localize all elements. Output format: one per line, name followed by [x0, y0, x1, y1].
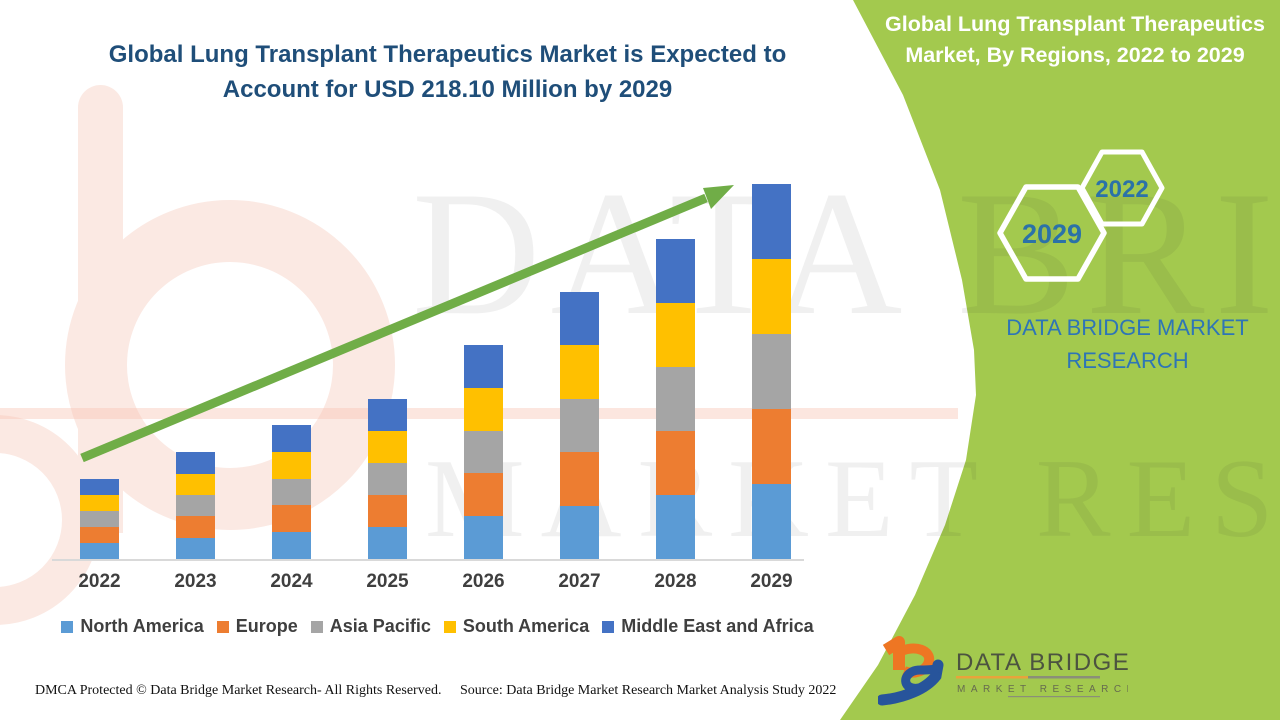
- bar-segment-south-america: [464, 387, 503, 431]
- bar-segment-europe: [80, 527, 119, 543]
- hexagon-2029-label: 2029: [1022, 219, 1082, 249]
- bar-2022: [80, 479, 119, 559]
- legend-item-north-america: North America: [61, 616, 204, 637]
- legend-swatch: [443, 620, 456, 633]
- bar-segment-south-america: [560, 345, 599, 399]
- bar-segment-south-america: [368, 431, 407, 464]
- source-note: Source: Data Bridge Market Research Mark…: [460, 683, 837, 698]
- bar-segment-middle-east-and-africa: [560, 291, 599, 346]
- legend-swatch: [216, 620, 229, 633]
- logo-subtitle-rule: [1008, 696, 1100, 698]
- bar-segment-asia-pacific: [464, 430, 503, 474]
- legend-label: Middle East and Africa: [621, 616, 814, 636]
- bar-segment-europe: [368, 495, 407, 528]
- x-axis-label-2026: 2026: [462, 571, 505, 592]
- trend-arrow-line: [80, 193, 708, 463]
- bar-segment-europe: [656, 431, 695, 495]
- logo-title: DATA BRIDGE: [956, 649, 1128, 676]
- bar-segment-europe: [560, 452, 599, 506]
- x-axis-line: [52, 559, 804, 561]
- bar-segment-north-america: [656, 495, 695, 559]
- bar-segment-asia-pacific: [560, 398, 599, 453]
- bar-segment-asia-pacific: [80, 511, 119, 527]
- legend-label: North America: [80, 616, 204, 636]
- x-axis-label-2027: 2027: [558, 571, 601, 592]
- legend-swatch: [61, 620, 74, 633]
- bar-segment-asia-pacific: [272, 478, 311, 506]
- bar-segment-south-america: [80, 495, 119, 512]
- bar-segment-north-america: [80, 542, 119, 559]
- bar-2027: [560, 291, 599, 559]
- bar-segment-asia-pacific: [656, 367, 695, 432]
- bar-segment-middle-east-and-africa: [80, 479, 119, 496]
- bar-segment-europe: [752, 409, 791, 485]
- bar-segment-middle-east-and-africa: [272, 424, 311, 452]
- chart-legend: North America Europe Asia Pacific South Ame…: [0, 616, 875, 637]
- legend-label: Europe: [235, 616, 298, 636]
- bar-segment-south-america: [272, 451, 311, 479]
- hexagon-2022: [1079, 149, 1165, 227]
- bar-segment-north-america: [368, 527, 407, 560]
- legend-item-middle-east-and-africa: Middle East and Africa: [602, 616, 814, 637]
- bar-2024: [272, 424, 311, 560]
- x-axis-label-2028: 2028: [654, 571, 697, 592]
- bar-segment-middle-east-and-africa: [464, 344, 503, 388]
- legend-swatch: [602, 620, 615, 633]
- logo-subtitle: MARKET RESEARCH: [957, 684, 1128, 695]
- legend-label: South America: [462, 616, 590, 636]
- legend-label: Asia Pacific: [329, 616, 431, 636]
- logo-underline-orange: [956, 676, 1028, 679]
- x-axis-label-2025: 2025: [366, 571, 409, 592]
- bar-segment-middle-east-and-africa: [176, 452, 215, 474]
- x-axis-label-2022: 2022: [78, 571, 121, 592]
- hexagon-badges: 2029 2022: [997, 149, 1165, 282]
- logo-underline-gray: [1028, 676, 1100, 679]
- bar-segment-south-america: [176, 473, 215, 496]
- logo-d-mark-blue: [878, 659, 944, 706]
- bar-2025: [368, 399, 407, 560]
- bar-segment-north-america: [464, 516, 503, 559]
- bar-segment-north-america: [272, 532, 311, 560]
- bar-segment-south-america: [656, 303, 695, 368]
- hexagon-2029: [997, 184, 1107, 282]
- bar-segment-europe: [272, 505, 311, 533]
- legend-item-south-america: South America: [443, 616, 590, 637]
- bar-segment-north-america: [752, 484, 791, 560]
- x-axis-label-2029: 2029: [750, 571, 793, 592]
- bar-segment-north-america: [560, 505, 599, 559]
- chart-title: Global Lung Transplant Therapeutics Mark…: [108, 41, 787, 103]
- bar-segment-asia-pacific: [752, 334, 791, 410]
- legend-swatch: [310, 620, 323, 633]
- bar-segment-asia-pacific: [176, 495, 215, 517]
- brand-text: DATA BRIDGE MARKET RESEARCH: [1006, 315, 1249, 373]
- trend-arrow-head: [703, 185, 734, 209]
- bar-segment-middle-east-and-africa: [368, 399, 407, 432]
- bar-segment-asia-pacific: [368, 463, 407, 496]
- company-logo: DATA BRIDGE MARKET RESEARCH: [878, 636, 1128, 706]
- side-panel-heading: Global Lung Transplant Therapeutics Mark…: [885, 12, 1265, 67]
- legend-item-asia-pacific: Asia Pacific: [310, 616, 431, 637]
- x-axis-label-2024: 2024: [270, 571, 313, 592]
- hexagon-2022-label: 2022: [1095, 176, 1148, 203]
- bar-segment-europe: [464, 473, 503, 517]
- bar-segment-south-america: [752, 259, 791, 335]
- bar-segment-north-america: [176, 537, 215, 559]
- bar-segment-middle-east-and-africa: [656, 239, 695, 304]
- bar-2026: [464, 344, 503, 559]
- bar-2029: [752, 184, 791, 560]
- legend-item-europe: Europe: [216, 616, 298, 637]
- bar-segment-middle-east-and-africa: [752, 184, 791, 260]
- bar-2028: [656, 239, 695, 559]
- bar-segment-europe: [176, 516, 215, 538]
- bar-2023: [176, 452, 215, 559]
- dmca-notice: DMCA Protected © Data Bridge Market Rese…: [35, 683, 442, 698]
- x-axis-label-2023: 2023: [174, 571, 217, 592]
